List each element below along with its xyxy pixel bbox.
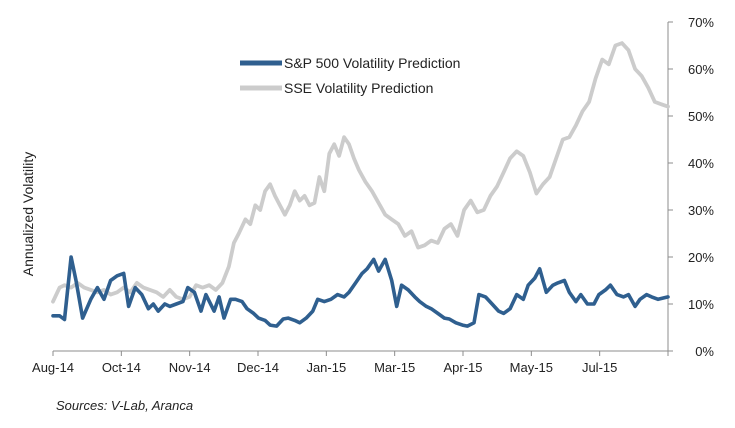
- y-tick-label: 40%: [688, 156, 714, 171]
- x-axis-ticks: Aug-14 Oct-14 Nov-14 Dec-14 Jan-15 Mar-15 Apr-…: [32, 351, 669, 375]
- y-tick-label: 0%: [695, 344, 714, 359]
- x-tick-label: Apr-15: [443, 360, 482, 375]
- x-tick-label: Aug-14: [32, 360, 74, 375]
- y-tick-label: 20%: [688, 250, 714, 265]
- y-tick-label: 70%: [688, 15, 714, 30]
- x-tick-label: Oct-14: [102, 360, 141, 375]
- source-note: Sources: V-Lab, Aranca: [56, 398, 194, 413]
- x-tick-label: Mar-15: [374, 360, 415, 375]
- series-layer: [51, 41, 670, 328]
- y-tick-label: 60%: [688, 62, 714, 77]
- y-axis-title: Annualized Volatility: [20, 152, 36, 277]
- x-tick-label: Jan-15: [306, 360, 346, 375]
- y-axis-ticks: 0% 10% 20% 30% 40% 50% 60% 70%: [668, 15, 714, 359]
- y-tick-label: 50%: [688, 109, 714, 124]
- x-tick-label: Dec-14: [237, 360, 279, 375]
- plot-area: Aug-14 Oct-14 Nov-14 Dec-14 Jan-15 Mar-15 Apr-…: [32, 15, 714, 375]
- legend: S&P 500 Volatility Prediction SSE Volati…: [240, 55, 460, 96]
- x-tick-label: Jul-15: [582, 360, 617, 375]
- sse-line: [51, 41, 670, 304]
- x-tick-label: Nov-14: [169, 360, 211, 375]
- legend-label-sp500: S&P 500 Volatility Prediction: [284, 55, 460, 71]
- y-tick-label: 30%: [688, 203, 714, 218]
- y-tick-label: 10%: [688, 297, 714, 312]
- legend-label-sse: SSE Volatility Prediction: [284, 80, 433, 96]
- x-tick-label: May-15: [510, 360, 553, 375]
- sp500-line: [51, 255, 670, 328]
